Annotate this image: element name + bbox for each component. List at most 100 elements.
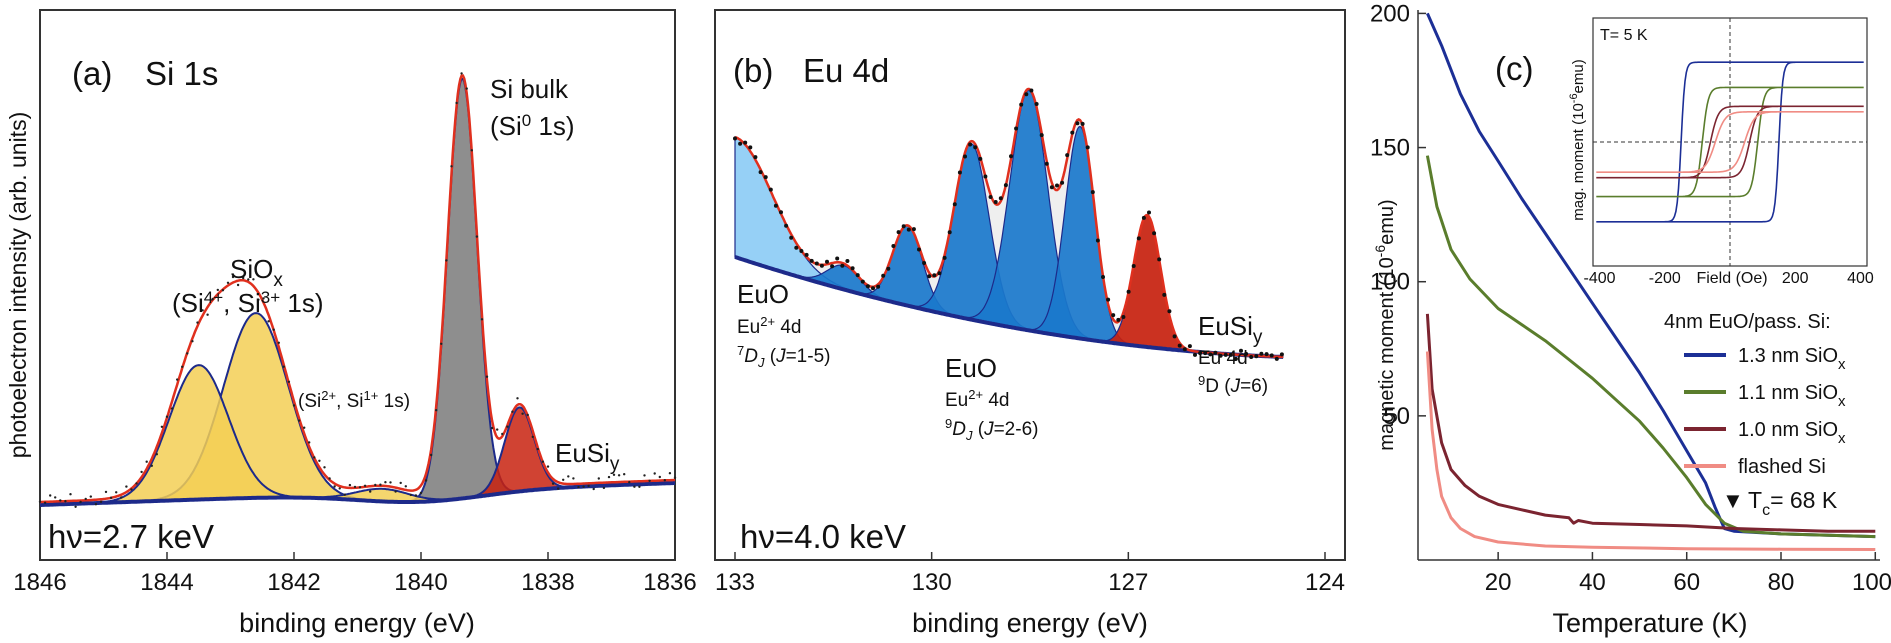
panel-a-data-point (226, 281, 230, 284)
panel-a-data-point (648, 479, 651, 482)
panel-a-data-point (460, 72, 463, 75)
legend-label-sub: x (1838, 393, 1846, 410)
panel-a-data-point (577, 485, 580, 489)
euo-9dj-4d: 4d (983, 390, 1009, 411)
panel-b-data-point (1003, 183, 1008, 188)
panel-a-data-point (562, 478, 565, 481)
panel-b-tick-label: 127 (1108, 569, 1148, 596)
panel-a-data-point (673, 476, 677, 479)
panel-a-data-point (394, 490, 397, 493)
panel-a-data-point (617, 474, 621, 477)
panel-a-data-point (643, 474, 646, 477)
panel-b-data-point (1141, 215, 1146, 220)
panel-b-data-point (1152, 231, 1157, 236)
panel-a-data-point (409, 493, 412, 497)
panel-a-data-point (557, 487, 560, 490)
panel-a-data-point (38, 500, 42, 503)
panel-a-data-point (440, 342, 443, 345)
panel-b-data-point (1254, 354, 1259, 359)
eusi-b-d: D (1205, 376, 1219, 397)
panel-a-data-point (115, 491, 118, 494)
panel-a-data-point (231, 275, 235, 279)
euo-7dj-eu: Eu (737, 317, 760, 338)
euo-7dj-charge: 2+ (760, 314, 775, 329)
panel-a-data-point (272, 328, 275, 331)
panel-b-data-point (1019, 102, 1024, 107)
panel-a-data-point (582, 485, 585, 488)
eusi-b-paren: ( (1219, 376, 1231, 397)
panel-b-data-point (1131, 264, 1136, 268)
panel-c-xlabel: Temperature (K) (1552, 608, 1747, 638)
panel-a-data-point (74, 505, 77, 508)
panel-b-data-point (845, 259, 850, 263)
inset-x-ticks: -400 -200 200 400 (1584, 270, 1874, 287)
series-line-3 (1425, 351, 1876, 551)
panel-a-xlabel: binding energy (eV) (239, 608, 475, 638)
tc-t: T (1748, 487, 1762, 513)
legend-label-1: 1.1 nm SiOx (1738, 382, 1846, 410)
panel-b-data-point (1203, 351, 1208, 356)
panel-a-data-point (94, 503, 98, 506)
panel-a-data-point (653, 472, 656, 475)
panel-c-ylabel-b: emu) (1376, 199, 1398, 245)
panel-b-data-point (1223, 352, 1228, 357)
eusi-b-title: EuSiy (1198, 311, 1263, 348)
panel-b-data-point (957, 170, 962, 175)
panel-c-y-tick-label: 50 (1383, 403, 1410, 430)
panel-b-data-point (871, 286, 875, 291)
euo-7dj-4d: 4d (775, 317, 801, 338)
panel-a-data-point (369, 490, 372, 493)
inset-loops (1593, 18, 1867, 266)
panel-b-data-point (1044, 161, 1049, 166)
inset-ylabel: mag. moment (10-6emu) (1568, 59, 1587, 221)
euo-9dj-range: =2-6) (994, 419, 1039, 440)
panel-b-data-point (922, 261, 927, 265)
siox-main: SiO (230, 254, 273, 284)
panel-b-data-point (784, 223, 789, 228)
panel-a-data-point (587, 484, 590, 488)
eusi-b-line3: 9D (J=6) (1198, 373, 1268, 398)
panel-b-data-point (1095, 238, 1100, 243)
panel-b-data-point (1218, 353, 1223, 358)
panel-a-data-point (267, 320, 270, 323)
panel-a-data-point (465, 87, 468, 90)
panel-a-data-point (328, 477, 331, 480)
panel-a-data-point (668, 472, 672, 475)
panel-a-data-point (303, 426, 306, 429)
panel-a-data-point (140, 470, 143, 474)
panel-b-letter: (b) (733, 52, 773, 89)
panel-a-photon-energy: hν=2.7 keV (48, 518, 214, 555)
panel-a-data-point (318, 459, 321, 462)
legend-label-sub: x (1838, 356, 1846, 373)
legend-label-main: 1.1 nm SiO (1738, 382, 1838, 404)
panel-b-data-point (743, 140, 748, 145)
inset: T= 5 K Field (Oe) mag. moment (10-6emu) … (1568, 17, 1874, 287)
panel-a-data-point (236, 283, 240, 287)
eusi-b-line2: Eu 4d (1198, 348, 1248, 369)
panel-b-data-point (901, 224, 906, 229)
eusi-b-sub: y (1253, 327, 1263, 348)
panel-b-data-point (911, 227, 916, 232)
panel-b-data-point (819, 263, 824, 268)
tc-marker: ▼ (1722, 488, 1744, 513)
panel-b-data-point (1162, 292, 1167, 297)
panel-c-y-tick-label: 200 (1370, 0, 1410, 27)
panel-a-tick-label: 1838 (521, 569, 574, 596)
panel-a-data-point (424, 479, 428, 482)
panel-a-data-point (348, 483, 352, 487)
inset-tick-label: 400 (1847, 270, 1874, 287)
panel-a-data-point (181, 365, 184, 368)
panel-a-data-point (414, 494, 418, 497)
legend-label-main: 1.0 nm SiO (1738, 419, 1838, 441)
panel-b-data-point (1034, 102, 1039, 106)
panel-a-data-point (211, 297, 214, 301)
panel-b-data-point (952, 202, 957, 207)
panel-a-data-point (201, 309, 204, 312)
panel-b-data-point (1157, 257, 1162, 262)
panel-a-data-point (572, 477, 575, 480)
euo-7dj-line2: Eu2+ 4d (737, 314, 802, 339)
panel-b-data-point (896, 230, 901, 235)
panel-b-data-point (830, 264, 835, 269)
panel-b-data-point (1126, 289, 1131, 294)
